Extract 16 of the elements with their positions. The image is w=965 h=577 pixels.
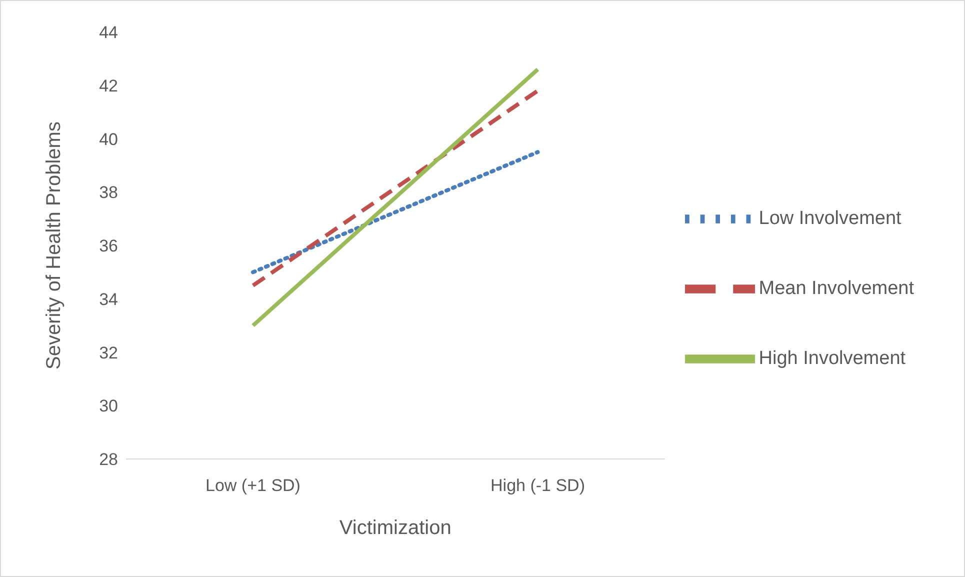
y-tick-label: 38 — [99, 183, 118, 202]
legend-label: Mean Involvement — [758, 278, 914, 299]
x-tick-label: High (-1 SD) — [490, 476, 585, 496]
y-tick-label: 40 — [99, 130, 118, 149]
y-axis-title: Severity of Health Problems — [43, 122, 66, 370]
y-tick-label: 42 — [99, 76, 118, 96]
y-tick-label: 34 — [99, 290, 118, 309]
y-tick-label: 44 — [99, 23, 118, 42]
y-tick-label: 36 — [99, 236, 118, 256]
legend-label: High Involvement — [758, 348, 906, 369]
x-tick-label: Low (+1 SD) — [206, 476, 300, 496]
legend-label: Low Involvement — [758, 208, 902, 229]
y-tick-label: 32 — [99, 343, 118, 362]
y-tick-label: 28 — [99, 450, 118, 470]
x-axis-title: Victimization — [339, 517, 452, 539]
y-tick-label: 30 — [99, 396, 118, 416]
